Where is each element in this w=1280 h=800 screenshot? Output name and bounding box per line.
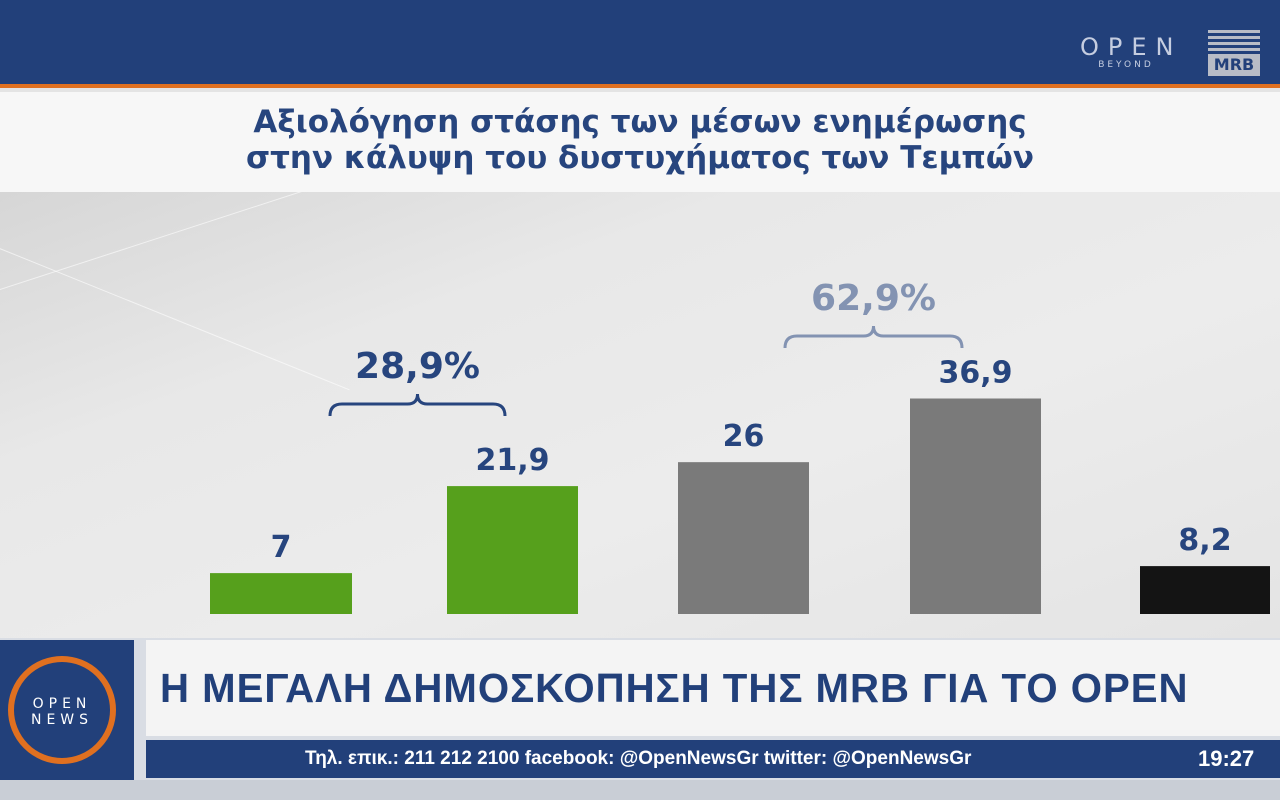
bar-value-label-5: 8,2: [1178, 523, 1231, 558]
title-band: [0, 92, 1280, 192]
bar-value-label-3: 26: [723, 419, 765, 454]
chart-title: Αξιολόγηση στάσης των μέσων ενημέρωσης σ…: [0, 104, 1280, 176]
open-news-logo-word-1: OPEN: [32, 696, 92, 712]
chart-area: 7 21,9 26 36,9 8,2 28,9% 62,9%: [0, 192, 1280, 638]
mrb-logo: MRB: [1208, 30, 1260, 76]
chart-title-line-1: Αξιολόγηση στάσης των μέσων ενημέρωσης: [253, 104, 1027, 140]
group-total-label-1: 28,9%: [355, 346, 480, 387]
top-accent-line: [0, 84, 1280, 88]
bar-4: [910, 398, 1041, 614]
ticker-bar: [146, 740, 1280, 778]
bar-1: [210, 573, 352, 614]
chart-title-line-2: στην κάλυψη του δυστυχήματος των Τεμπών: [245, 140, 1034, 176]
ticker-text: Τηλ. επικ.: 211 212 2100 facebook: @Open…: [305, 748, 972, 769]
headline-bar: [146, 640, 1280, 736]
bar-value-label-2: 21,9: [475, 443, 549, 478]
bar-5: [1140, 566, 1270, 614]
headline-text: Η ΜΕΓΑΛΗ ΔΗΜΟΣΚΟΠΗΣΗ ΤΗΣ MRB ΓΙΑ ΤΟ OPEN: [160, 665, 1189, 711]
bar-3: [678, 462, 809, 614]
bar-2: [447, 486, 578, 614]
open-news-logo-ring: [8, 656, 116, 764]
group-brace-1: [328, 393, 507, 417]
top-bar: [0, 0, 1280, 88]
open-news-logo-word-2: NEWS: [30, 712, 94, 728]
bar-value-label-4: 36,9: [938, 356, 1012, 391]
open-beyond-logo-sub: BEYOND: [1098, 60, 1154, 70]
group-total-label-2: 62,9%: [811, 278, 936, 319]
bar-value-label-1: 7: [271, 530, 292, 565]
mrb-logo-text: MRB: [1208, 54, 1260, 76]
bottom-strip: [0, 780, 1280, 800]
bar-chart: 7 21,9 26 36,9 8,2 28,9% 62,9%: [210, 278, 1270, 614]
clock: 19:27: [1198, 746, 1255, 771]
group-brace-2: [783, 325, 964, 349]
open-beyond-logo-word: OPEN: [1080, 33, 1183, 61]
open-news-logo-text: OPEN NEWS: [22, 696, 102, 728]
open-beyond-logo: OPEN BEYOND: [1080, 34, 1180, 76]
open-news-logo: OPEN NEWS: [0, 640, 134, 780]
